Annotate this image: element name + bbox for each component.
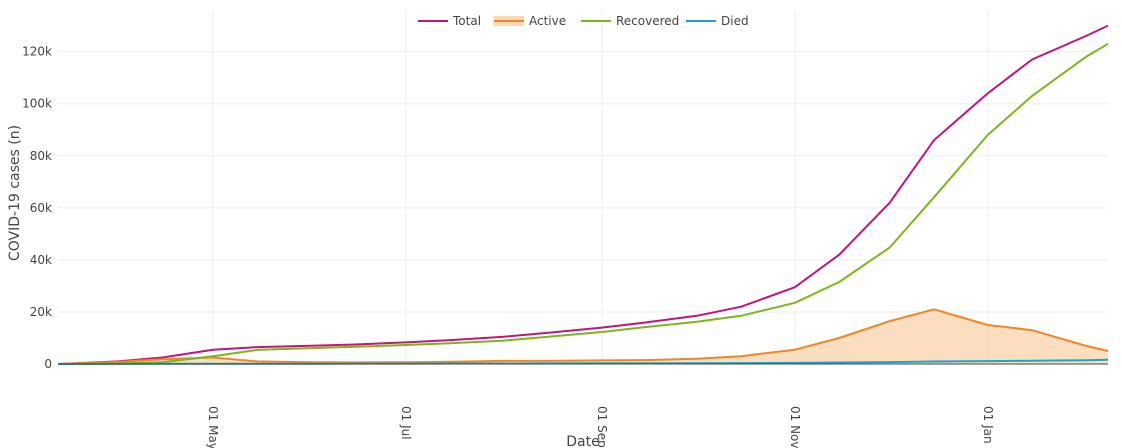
y-tick-label: 60k (30, 201, 52, 215)
x-tick-label: 01 Jul (399, 406, 413, 440)
axes: 0 20k 40k 60k 80k 100k 120k 01 May 01 Jul 01 Sep 0… (22, 45, 1108, 448)
legend[interactable]: Total Active Recovered Died (418, 14, 749, 28)
series-lines (57, 24, 1109, 365)
x-tick-label: 01 Sep (595, 406, 609, 448)
x-tick-label: 01 May (206, 406, 220, 448)
legend-item-recovered[interactable]: Recovered (581, 14, 679, 28)
x-tick-label: 01 Nov (788, 406, 802, 448)
legend-label: Recovered (616, 14, 679, 28)
series-area-active (58, 309, 1108, 364)
series-line-active (57, 308, 1109, 365)
series-line-total (57, 24, 1109, 365)
legend-item-died[interactable]: Died (686, 14, 749, 28)
legend-item-total[interactable]: Total (418, 14, 481, 28)
legend-label: Total (452, 14, 481, 28)
y-tick-label: 80k (30, 149, 52, 163)
area-fills (58, 309, 1108, 364)
x-tick-label: 01 Jan (981, 406, 995, 444)
legend-label: Died (721, 14, 749, 28)
y-tick-label: 0 (44, 357, 52, 371)
y-axis-title: COVID-19 cases (n) (7, 125, 23, 261)
series-line-recovered (57, 42, 1109, 365)
grid (58, 10, 1108, 364)
x-axis-title: Date (566, 434, 599, 448)
y-tick-label: 20k (30, 305, 52, 319)
y-tick-label: 40k (30, 253, 52, 267)
legend-item-active[interactable]: Active (494, 14, 566, 28)
legend-label: Active (529, 14, 566, 28)
y-tick-label: 100k (22, 97, 52, 111)
y-tick-label: 120k (22, 45, 52, 59)
